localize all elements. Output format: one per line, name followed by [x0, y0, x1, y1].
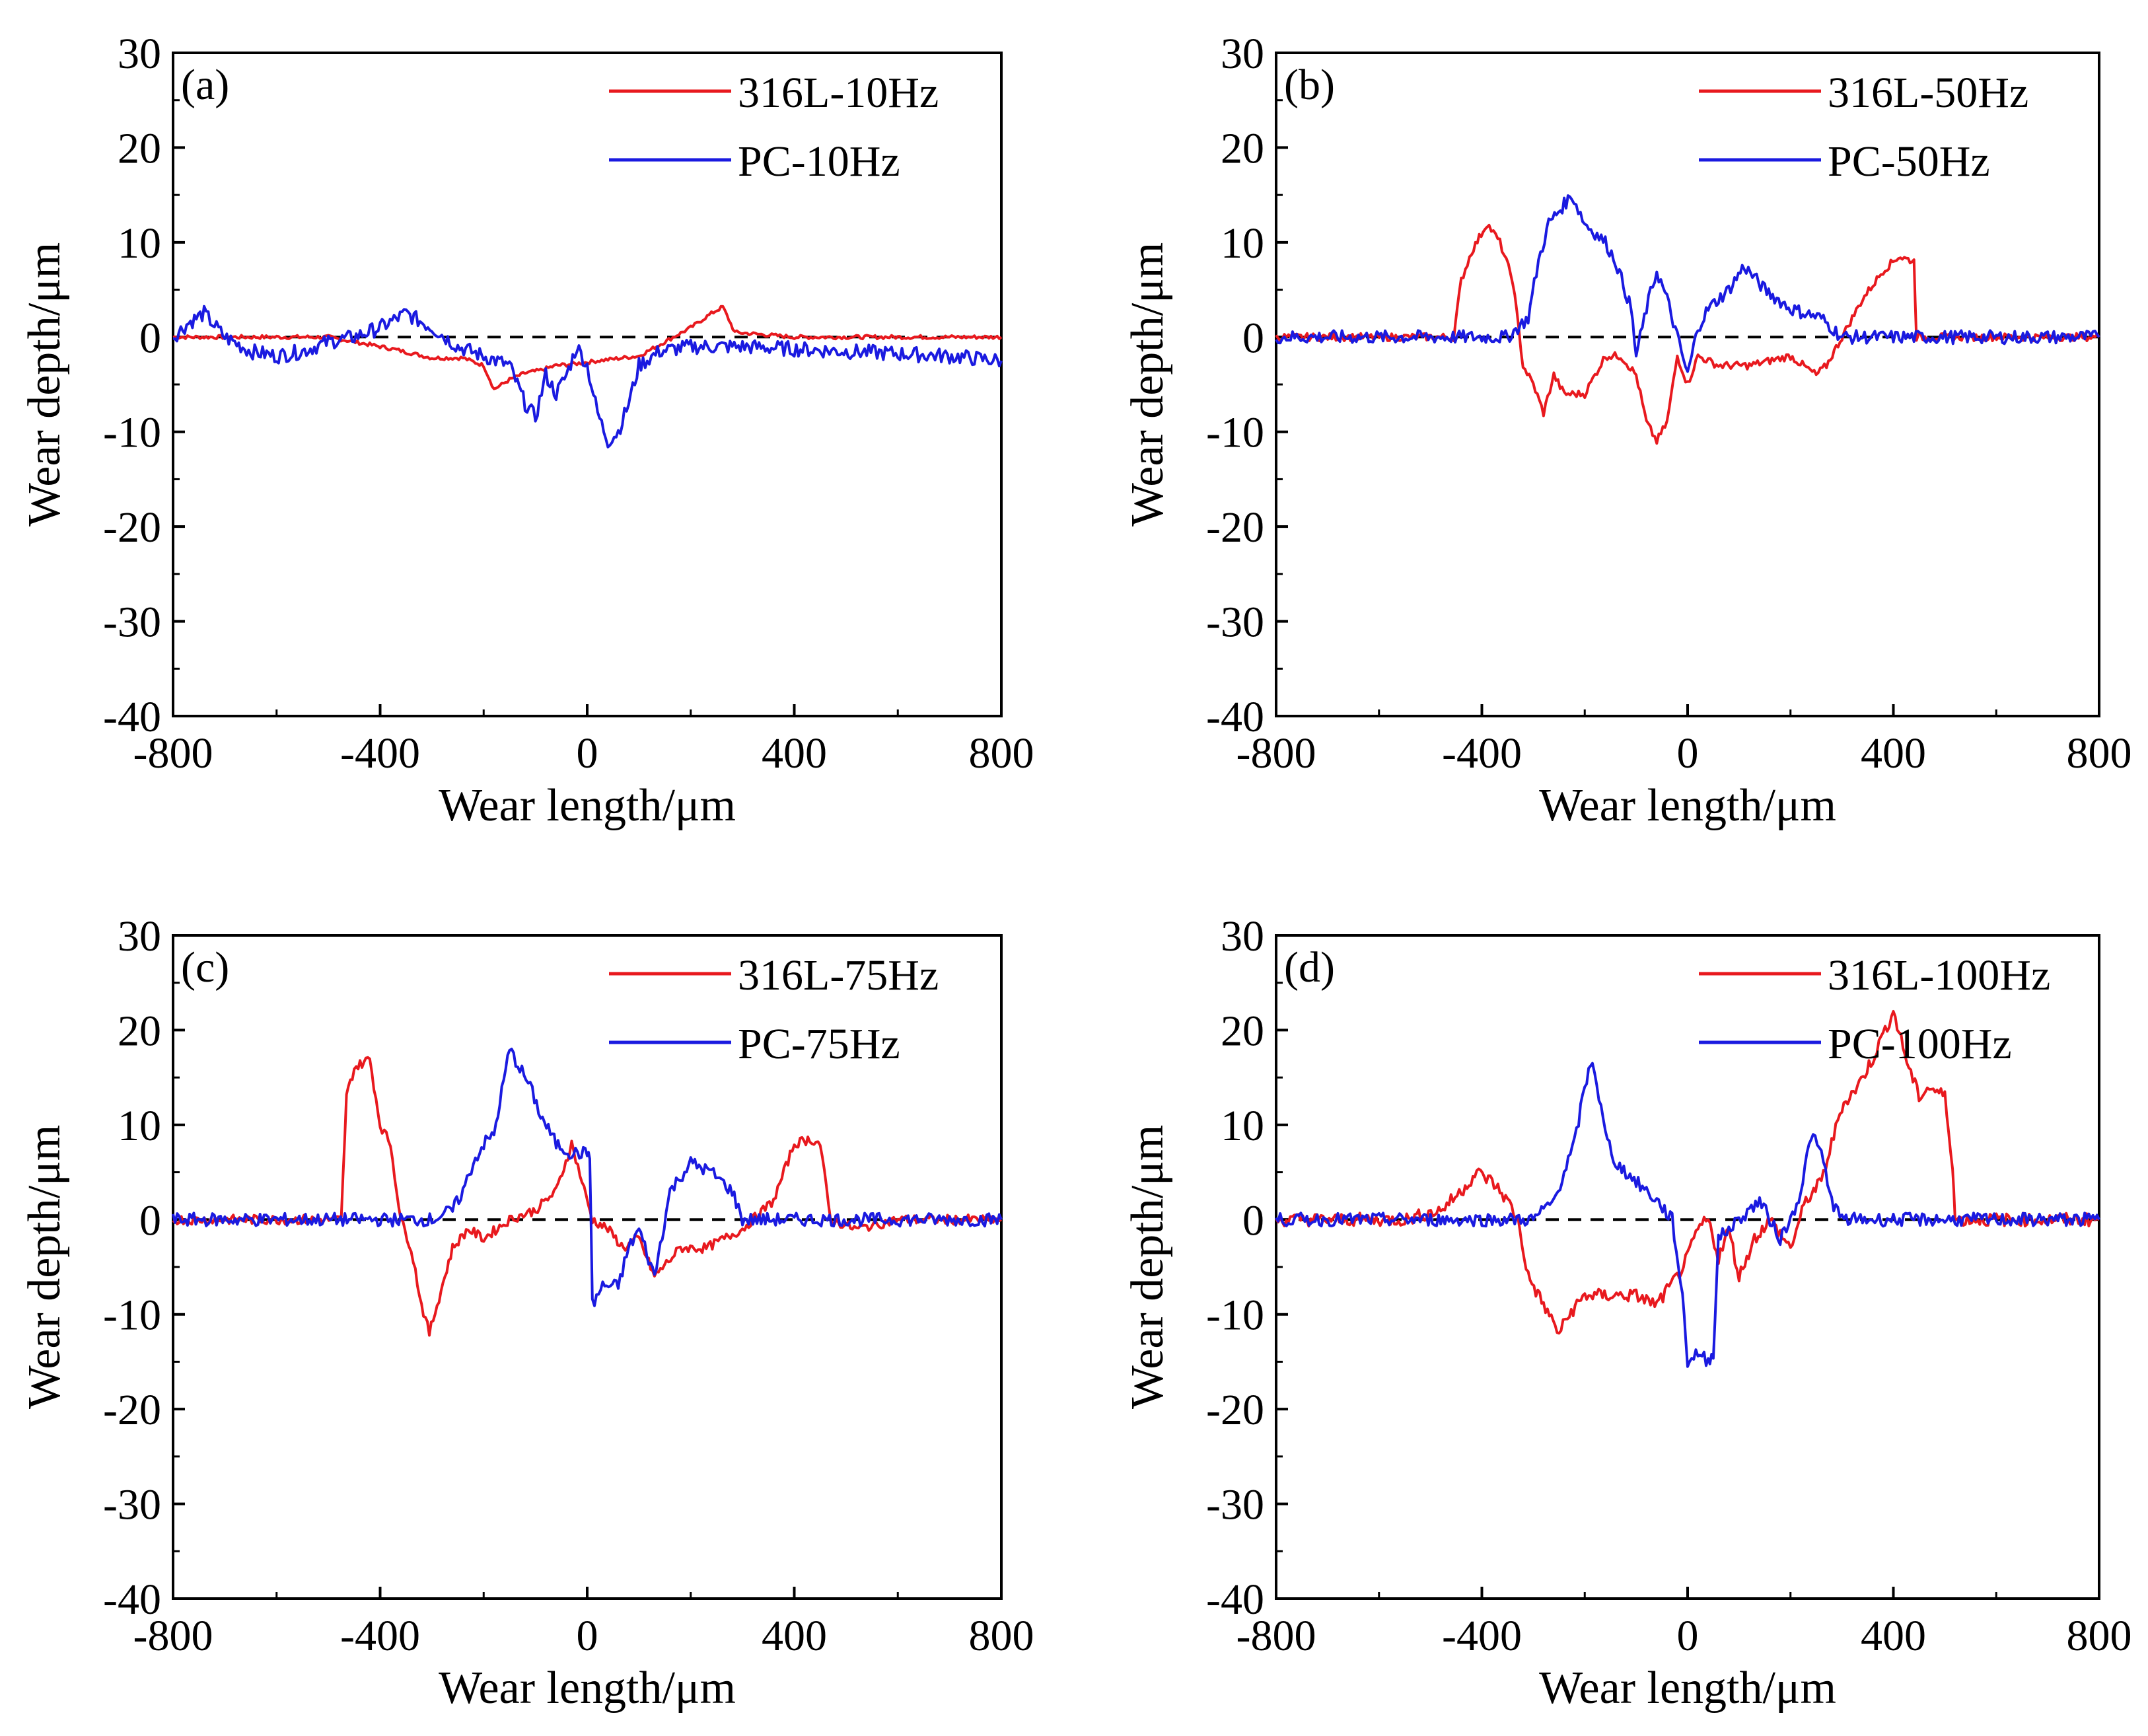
panel-a: -800 -400 0 400 800 -40 -30 -20 -10 0 10 20 30 Wear l…: [19, 30, 1034, 831]
legend-label: 316L-10Hz: [738, 69, 939, 117]
x-tick-label: -400: [340, 729, 420, 778]
panel-d: -800 -400 0 400 800 -40 -30 -20 -10 0 10 20 30 Wear l…: [1122, 912, 2132, 1714]
x-tick-label: 800: [969, 1612, 1034, 1660]
y-tick-label: -30: [103, 1481, 161, 1529]
y-tick-label: 20: [118, 1007, 161, 1055]
x-tick-label: -800: [133, 1612, 213, 1660]
x-tick-label: -400: [340, 1612, 420, 1660]
legend-label: 316L-100Hz: [1828, 951, 2050, 999]
x-tick-label: 400: [762, 1612, 827, 1660]
series-line-PC-10Hz: [173, 305, 1003, 449]
legend-label: PC-100Hz: [1828, 1020, 2012, 1068]
x-axis-title: Wear length/μm: [1539, 780, 1836, 831]
y-tick-label: 0: [1242, 314, 1264, 362]
y-tick-label: -10: [1206, 409, 1264, 457]
y-tick-label: -20: [103, 503, 161, 552]
y-tick-label: -30: [103, 598, 161, 647]
x-tick-label: 800: [2067, 729, 2132, 778]
legend-label: PC-50Hz: [1828, 137, 1990, 186]
y-tick-label: 20: [1221, 124, 1264, 172]
x-tick-label: 400: [1861, 729, 1926, 778]
series-line-PC-75Hz: [172, 1048, 1003, 1307]
x-axis-title: Wear length/μm: [1539, 1663, 1836, 1714]
y-tick-label: 20: [1221, 1007, 1264, 1055]
x-tick-label: 400: [762, 729, 827, 778]
series-line-316L-50Hz: [1275, 223, 2100, 445]
y-tick-label: -20: [103, 1386, 161, 1434]
x-tick-label: 0: [577, 729, 598, 778]
x-tick-label: 0: [1677, 1612, 1699, 1660]
y-axis-title: Wear depth/μm: [1122, 1125, 1173, 1409]
series-line-316L-10Hz: [172, 305, 1003, 390]
panel-label: (b): [1284, 61, 1335, 109]
x-tick-label: -400: [1442, 729, 1522, 778]
series-line-PC-100Hz: [1275, 1062, 2100, 1368]
y-tick-label: 10: [118, 219, 161, 268]
legend-label: 316L-50Hz: [1828, 69, 2028, 117]
panel-c: -800 -400 0 400 800 -40 -30 -20 -10 0 10 20 30 Wear l…: [19, 912, 1034, 1714]
y-tick-label: 10: [1221, 1102, 1264, 1150]
y-tick-label: 30: [1221, 912, 1264, 960]
y-tick-label: -30: [1206, 598, 1264, 647]
y-tick-label: -30: [1206, 1481, 1264, 1529]
legend-label: 316L-75Hz: [738, 951, 939, 999]
legend-label: PC-10Hz: [738, 137, 900, 186]
y-tick-label: -10: [103, 1291, 161, 1340]
y-tick-label: 30: [118, 30, 161, 78]
y-tick-label: -10: [103, 409, 161, 457]
y-tick-label: 10: [1221, 219, 1264, 268]
y-tick-label: 0: [139, 314, 161, 362]
y-tick-label: 10: [118, 1102, 161, 1150]
y-tick-label: 20: [118, 124, 161, 172]
y-tick-label: 30: [1221, 30, 1264, 78]
y-tick-label: -40: [103, 693, 161, 741]
y-tick-label: -10: [1206, 1291, 1264, 1340]
panel-b: -800 -400 0 400 800 -40 -30 -20 -10 0 10 20 30 Wear l…: [1122, 30, 2132, 831]
y-tick-label: -20: [1206, 1386, 1264, 1434]
x-tick-label: 800: [969, 729, 1034, 778]
y-axis-title: Wear depth/μm: [19, 1125, 70, 1409]
x-tick-label: 0: [577, 1612, 598, 1660]
x-tick-label: -800: [1236, 729, 1316, 778]
y-axis-title: Wear depth/μm: [19, 242, 70, 526]
x-tick-label: 800: [2067, 1612, 2132, 1660]
y-tick-label: -40: [1206, 1575, 1264, 1624]
x-tick-label: -400: [1442, 1612, 1522, 1660]
y-tick-label: 0: [1242, 1196, 1264, 1245]
y-tick-label: 0: [139, 1196, 161, 1245]
y-axis-title: Wear depth/μm: [1122, 242, 1173, 526]
x-tick-label: -800: [133, 729, 213, 778]
series-line-PC-50Hz: [1275, 194, 2100, 373]
y-tick-label: 30: [118, 912, 161, 960]
x-axis-title: Wear length/μm: [439, 1663, 736, 1714]
panel-label: (d): [1284, 943, 1335, 992]
x-tick-label: -800: [1236, 1612, 1316, 1660]
x-axis-title: Wear length/μm: [439, 780, 736, 831]
y-tick-label: -40: [1206, 693, 1264, 741]
y-tick-label: -40: [103, 1575, 161, 1624]
y-tick-label: -20: [1206, 503, 1264, 552]
panel-label: (c): [181, 943, 229, 992]
x-tick-label: 400: [1861, 1612, 1926, 1660]
legend-label: PC-75Hz: [738, 1020, 900, 1068]
series-line-316L-75Hz: [172, 1056, 1002, 1337]
panel-label: (a): [181, 61, 229, 109]
x-tick-label: 0: [1677, 729, 1699, 778]
